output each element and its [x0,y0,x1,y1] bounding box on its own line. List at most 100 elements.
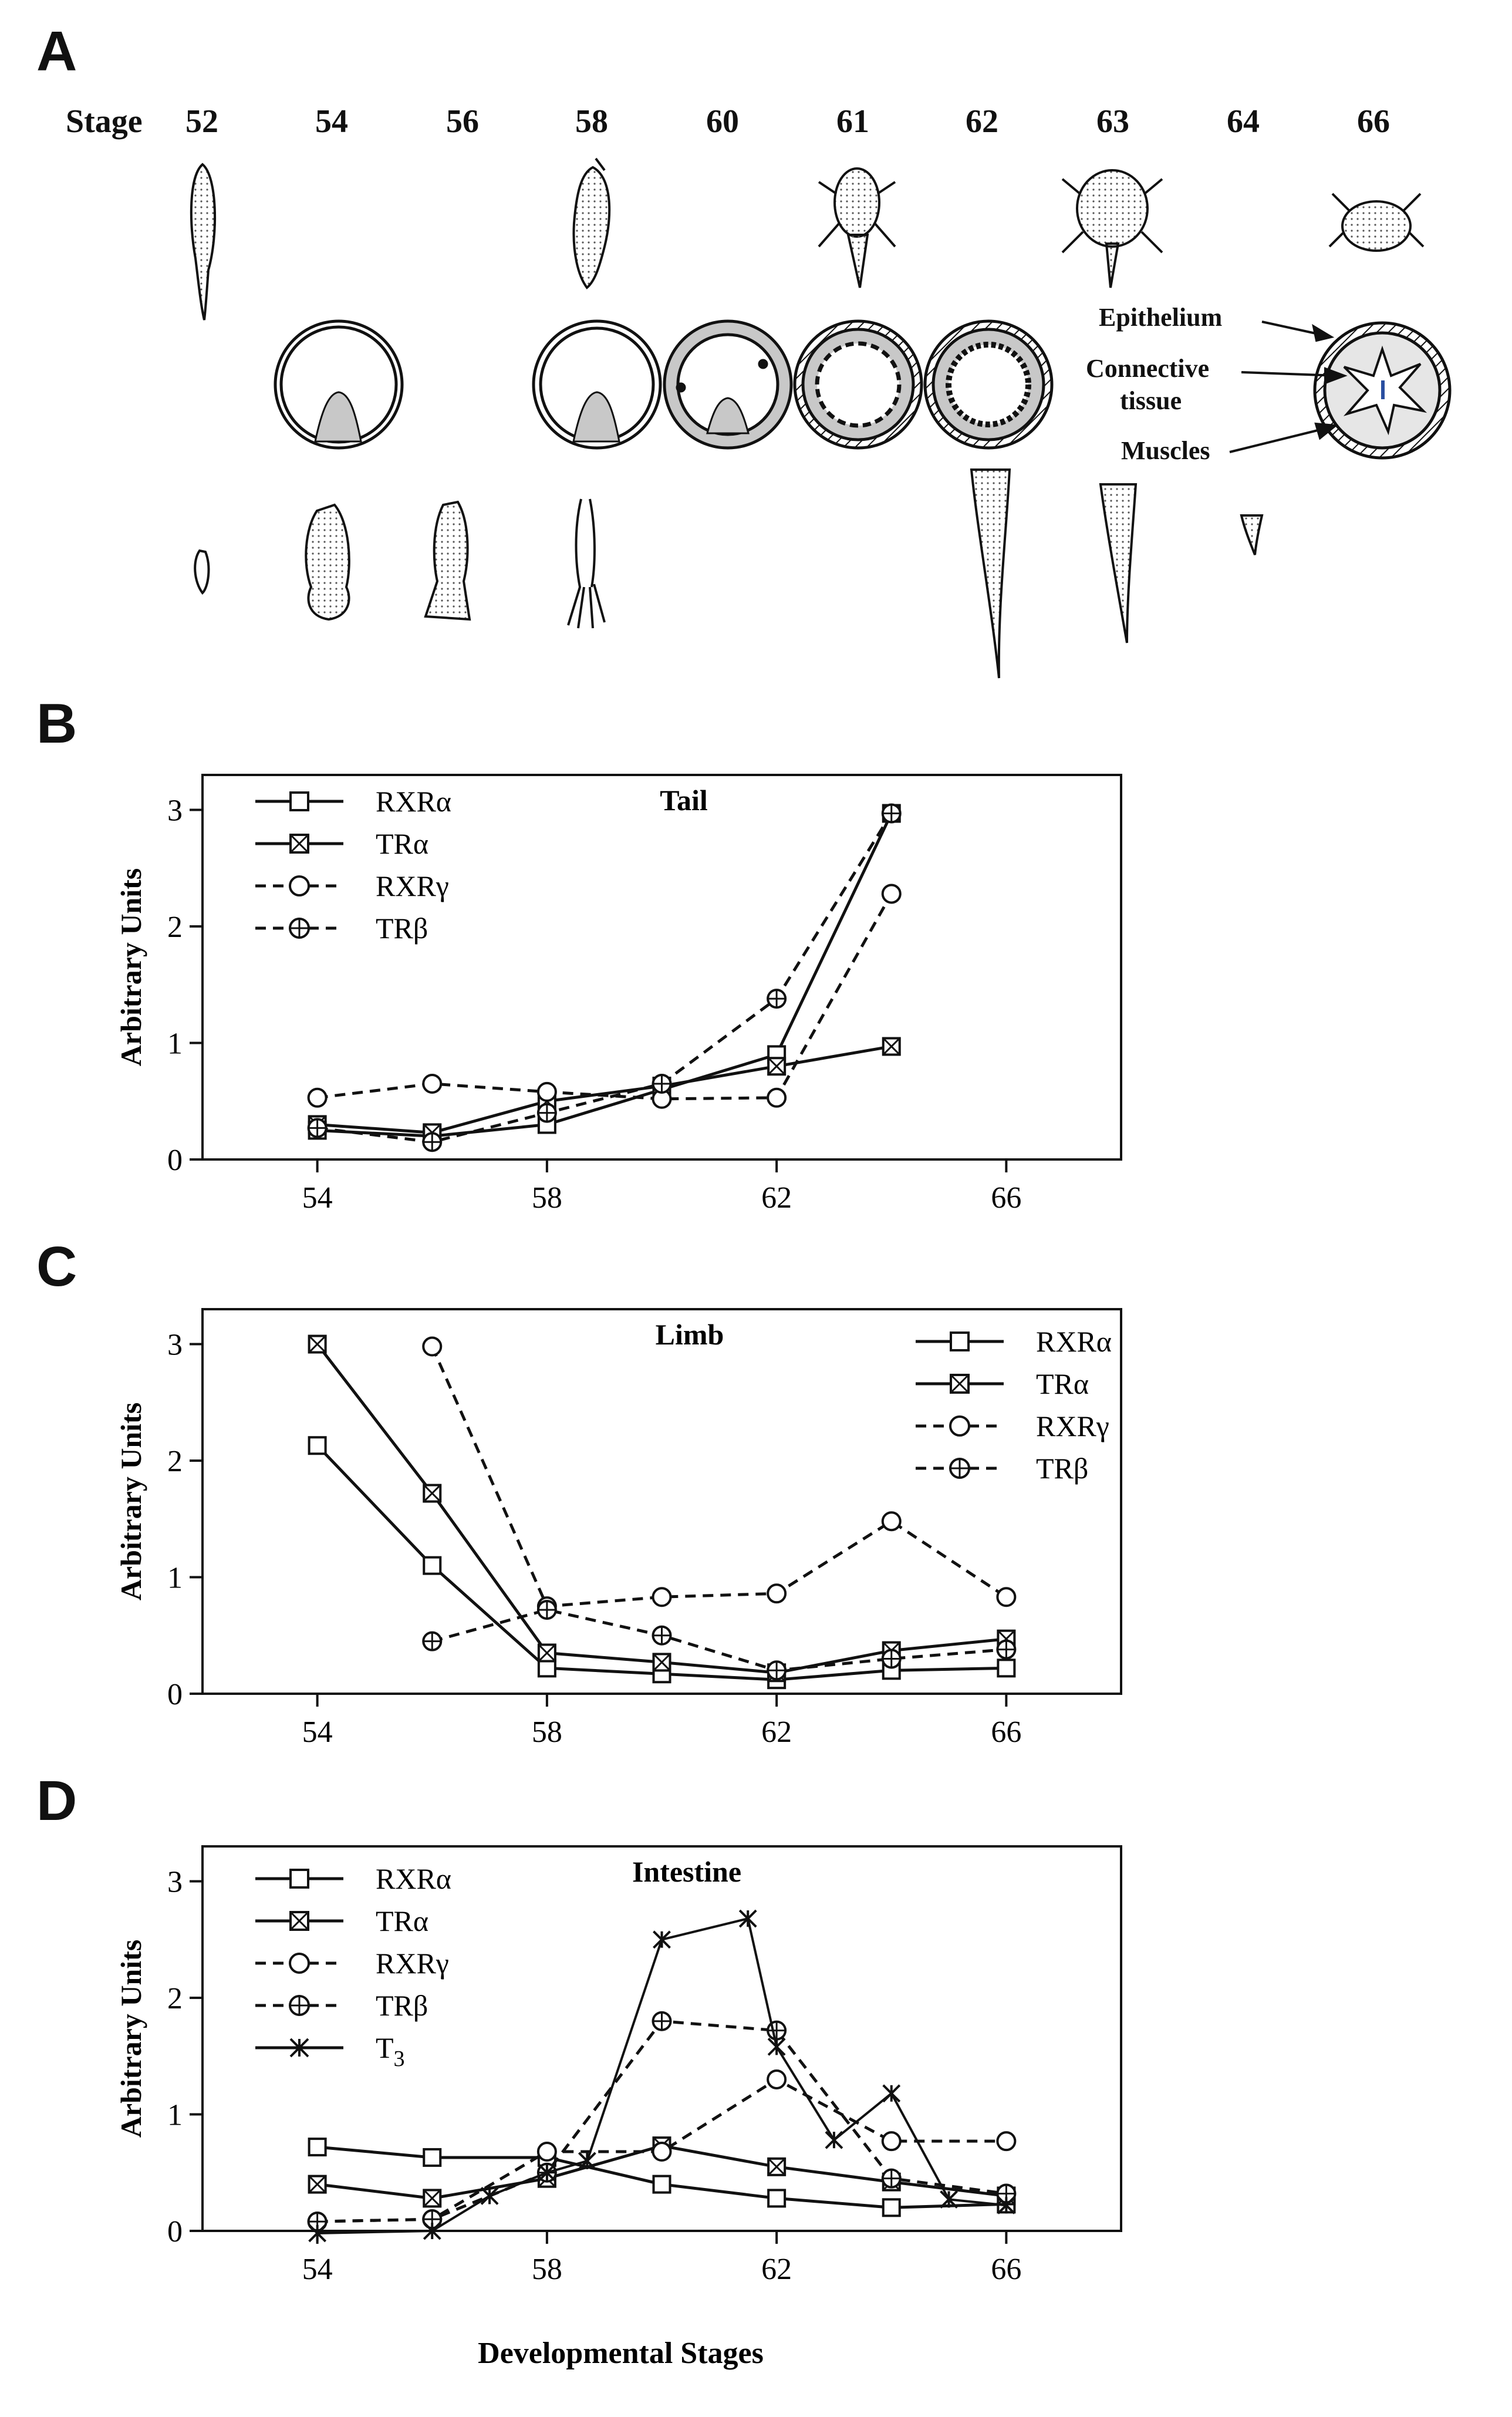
x-tick-label: 58 [532,1181,562,1215]
y-tick-label: 2 [167,1982,183,2015]
legend: RXRα TRα RXRγ TRβ T3 [255,1862,451,2071]
stage-number: 62 [966,103,998,140]
limb-stage54-drawing [305,503,350,621]
data-point-rxrgamma [996,1587,1017,1607]
connective-tissue-label-line2: tissue [1120,386,1182,415]
y-tick-label: 1 [167,1027,183,1061]
x-tick-label: 54 [302,2253,333,2286]
panel-letter-b: B [36,692,77,755]
stage-number: 52 [185,103,218,140]
data-point-trbeta [996,1639,1017,1660]
stage-number: 54 [315,103,348,140]
y-tick-label: 0 [167,1144,183,1177]
intestine-section-stage58 [532,319,662,450]
panel-a-illustration [190,157,1452,679]
x-tick-label: 66 [991,1715,1021,1749]
data-point-tralpha [423,2189,442,2208]
x-tick-label: 58 [532,2253,562,2286]
legend-label-tralpha: TRα [376,1904,428,1937]
data-point-rxralpha [423,2148,442,2167]
legend-label-rxrgamma: RXRγ [1036,1410,1109,1442]
legend-marker-t3 [289,2038,309,2058]
legend-label-tralpha: TRα [1036,1367,1089,1400]
y-tick-label: 3 [167,1329,183,1362]
series-line-tralpha [316,1343,1007,1674]
data-point-trbeta [307,2212,328,2232]
legend: RXRα TRα RXRγ TRβ [916,1325,1112,1485]
stage-number: 61 [836,103,869,140]
intestine-section-stage62 [923,319,1054,450]
stage-row: Stage 52 54 56 58 60 61 62 63 64 66 [0,103,1512,156]
data-point-trbeta [881,1649,902,1669]
series-line-trbeta [317,813,893,1144]
series-line-rxrgamma [430,1346,1007,1608]
intestine-section-adult [1313,321,1452,460]
intestine-chart: 0 1 2 3 54 58 62 66 Arbitrary Units Intestine Deve… [114,1845,1122,2370]
stage-number: 64 [1227,103,1260,140]
data-point-t3 [480,2187,499,2205]
plot-frame [201,1845,1122,2232]
legend-label-rxrgamma: RXRγ [376,1947,449,1980]
panel-letter-c: C [36,1235,77,1298]
data-point-rxrgamma [307,1087,328,1108]
data-point-rxrgamma [767,1087,787,1108]
x-tick-label: 62 [761,2253,792,2286]
data-point-rxrgamma [652,1587,672,1607]
stage-number: 58 [575,103,608,140]
data-point-rxralpha [997,1658,1016,1678]
data-point-rxrgamma [881,884,902,904]
intestine-section-stage60 [663,319,793,450]
legend-marker-tralpha [289,834,309,854]
data-point-rxralpha [423,1556,442,1575]
data-point-t3 [940,2190,958,2209]
data-point-rxrgamma [422,1073,443,1094]
tail-stage62-drawing [970,468,1011,679]
legend-marker-rxralpha [289,791,309,811]
data-point-rxralpha [308,1436,327,1455]
y-tick-label: 1 [167,1562,183,1595]
data-point-t3 [653,1930,671,1949]
data-point-trbeta [652,1625,672,1646]
y-tick-label: 2 [167,1445,183,1478]
data-point-t3 [882,2084,901,2103]
data-point-trbeta [307,1118,328,1138]
data-point-trbeta [422,1631,443,1651]
plot-frame [201,1308,1122,1695]
y-axis-label: Arbitrary Units [114,1940,147,2138]
data-point-rxrgamma [767,2069,787,2089]
data-point-t3 [825,2131,843,2149]
froglet-stage61-drawing [818,167,896,288]
limb-stage58-drawing [567,498,606,629]
data-point-rxrgamma [536,1081,557,1102]
data-point-trbeta [881,803,902,824]
data-point-tralpha [767,2157,787,2176]
data-point-t3 [308,2224,327,2243]
y-tick-label: 0 [167,1678,183,1711]
data-point-trbeta [422,1132,443,1152]
stage-number: 60 [706,103,739,140]
data-point-tralpha [537,1643,556,1663]
limb-stage56-drawing [424,500,471,621]
x-tick-label: 66 [991,2253,1021,2286]
legend-marker-trbeta [289,1995,310,2016]
data-point-rxrgamma [767,1583,787,1604]
legend-marker-rxrgamma [289,875,310,896]
data-point-rxrgamma [996,2131,1017,2152]
connective-tissue-label-line1: Connective [1086,354,1210,383]
x-tick-label: 66 [991,1181,1021,1215]
chart-title: Limb [656,1318,724,1351]
tail-stage63-drawing [1099,483,1138,643]
legend-label-rxralpha: RXRα [1036,1325,1112,1358]
legend-label-rxralpha: RXRα [376,785,451,818]
intestine-section-stage61 [793,319,923,450]
muscles-label: Muscles [1121,436,1210,465]
panel-letter-a: A [36,20,77,83]
legend-marker-tralpha [289,1911,309,1931]
legend-marker-rxralpha [950,1331,970,1351]
legend-label-rxrgamma: RXRγ [376,869,449,902]
legend-label-rxralpha: RXRα [376,1862,451,1895]
x-axis-label: Developmental Stages [478,2337,764,2370]
stage-number: 63 [1096,103,1129,140]
data-point-rxrgamma [881,1511,902,1532]
